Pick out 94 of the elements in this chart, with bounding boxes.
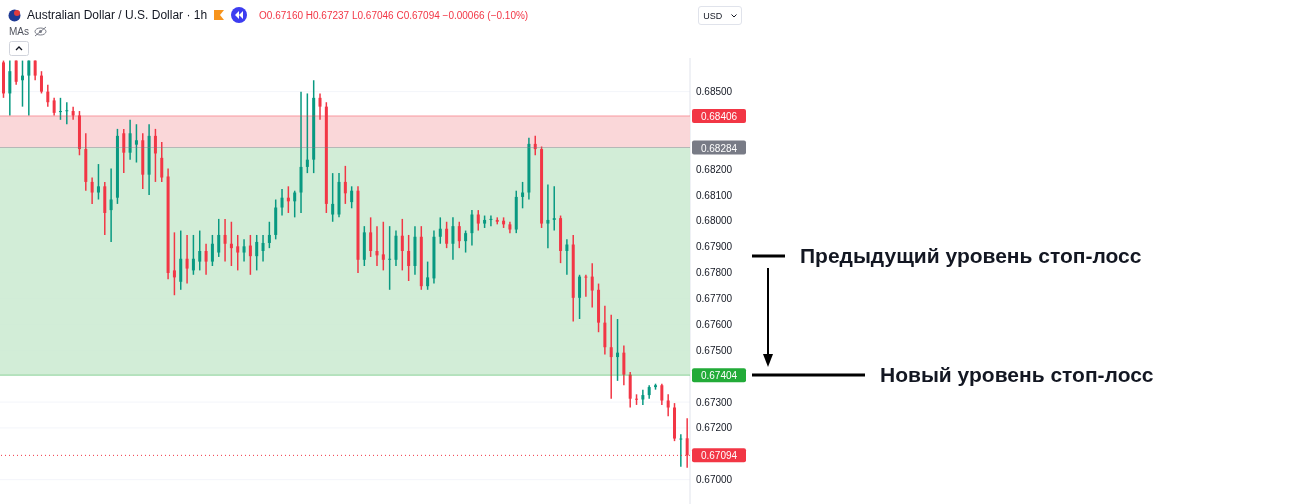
chart-title: Australian Dollar / U.S. Dollar · 1h	[27, 8, 208, 22]
candlestick	[236, 234, 240, 272]
candlestick	[172, 231, 176, 296]
candlestick	[654, 382, 658, 391]
candlestick	[489, 214, 493, 227]
candlestick	[198, 229, 202, 272]
y-tick-label: 0.67300	[696, 396, 733, 408]
candlestick	[457, 221, 461, 249]
candlestick	[666, 393, 670, 418]
candlestick	[204, 243, 208, 276]
candlestick	[521, 181, 525, 210]
candlestick	[565, 238, 569, 276]
candlestick	[255, 234, 259, 272]
y-tick-label: 0.67000	[696, 474, 733, 486]
text: MAs	[9, 26, 29, 37]
ref-line-label: 0.67094	[700, 450, 738, 462]
candlestick	[451, 216, 455, 261]
candlestick	[616, 318, 620, 382]
candlestick	[426, 260, 430, 291]
candlestick	[39, 70, 43, 95]
candlestick	[641, 388, 645, 406]
candlestick	[445, 221, 449, 249]
candlestick	[122, 128, 126, 174]
y-tick-label: 0.67200	[696, 422, 733, 434]
y-tick-label: 0.67800	[696, 267, 733, 279]
candlestick	[46, 83, 50, 108]
candlestick	[673, 402, 677, 442]
candlestick	[153, 128, 157, 183]
candlestick	[242, 238, 246, 263]
y-tick-label: 0.68000	[696, 215, 733, 227]
ref-line-label: 0.67404	[700, 370, 738, 382]
y-tick-label: 0.68200	[696, 163, 733, 175]
candlestick	[8, 59, 12, 117]
candlestick	[476, 209, 480, 232]
candlestick	[267, 221, 271, 249]
candlestick	[27, 59, 31, 117]
candlestick	[223, 218, 227, 263]
candlestick	[343, 165, 347, 205]
candlestick	[90, 176, 94, 205]
candlestick	[407, 234, 411, 282]
candlestick	[210, 234, 214, 267]
candlestick	[134, 123, 138, 164]
candlestick	[331, 172, 335, 223]
candlestick	[2, 59, 5, 99]
candlestick	[160, 141, 164, 183]
candlestick	[305, 92, 309, 174]
candlestick	[464, 229, 468, 254]
ref-line-label: 0.68406	[700, 110, 738, 122]
candlestick	[318, 92, 322, 121]
y-tick-label: 0.67900	[696, 241, 733, 253]
candlestick	[65, 101, 69, 125]
candlestick	[229, 221, 233, 267]
y-tick-label: 0.67500	[696, 344, 733, 356]
ref-line-label: 0.68284	[700, 142, 738, 154]
y-tick-label: 0.68100	[696, 189, 733, 201]
candlestick	[622, 344, 626, 387]
candlestick	[280, 188, 284, 217]
candlestick	[191, 234, 195, 276]
candlestick	[248, 234, 252, 276]
candlestick	[261, 234, 265, 263]
candlestick	[388, 225, 392, 291]
candlestick	[96, 163, 100, 201]
candlestick	[293, 189, 297, 219]
candlestick	[584, 274, 588, 298]
candlestick	[350, 185, 354, 210]
candlestick	[381, 221, 385, 272]
candlestick	[533, 135, 537, 157]
candlestick	[679, 433, 683, 468]
candlestick	[609, 313, 613, 400]
candlestick	[552, 185, 556, 232]
candlestick	[109, 167, 113, 243]
candlestick	[660, 382, 664, 406]
candlestick	[14, 59, 18, 86]
text: USD	[703, 10, 723, 21]
candlestick	[217, 218, 221, 258]
candlestick	[438, 216, 442, 245]
candlestick	[470, 209, 474, 247]
y-tick-label: 0.67700	[696, 293, 733, 305]
candlestick	[185, 234, 189, 285]
candlestick	[400, 218, 404, 272]
candlestick	[375, 225, 379, 267]
candlestick	[578, 274, 582, 320]
y-tick-label: 0.68500	[696, 86, 733, 98]
candlestick	[128, 119, 132, 161]
candlestick	[58, 97, 62, 121]
text: Предыдущий уровень стоп-лосс	[800, 244, 1142, 267]
candlestick	[590, 262, 594, 309]
text: Новый уровень стоп-лосс	[880, 363, 1154, 386]
y-tick-label: 0.67600	[696, 318, 733, 330]
text: O0.67160 H0.67237 L0.67046 C0.67094 −0.00066 (−0.10%)	[259, 9, 529, 21]
candlestick	[369, 216, 373, 258]
candlestick	[179, 229, 183, 291]
candlestick	[71, 105, 75, 121]
candlestick	[546, 183, 550, 249]
